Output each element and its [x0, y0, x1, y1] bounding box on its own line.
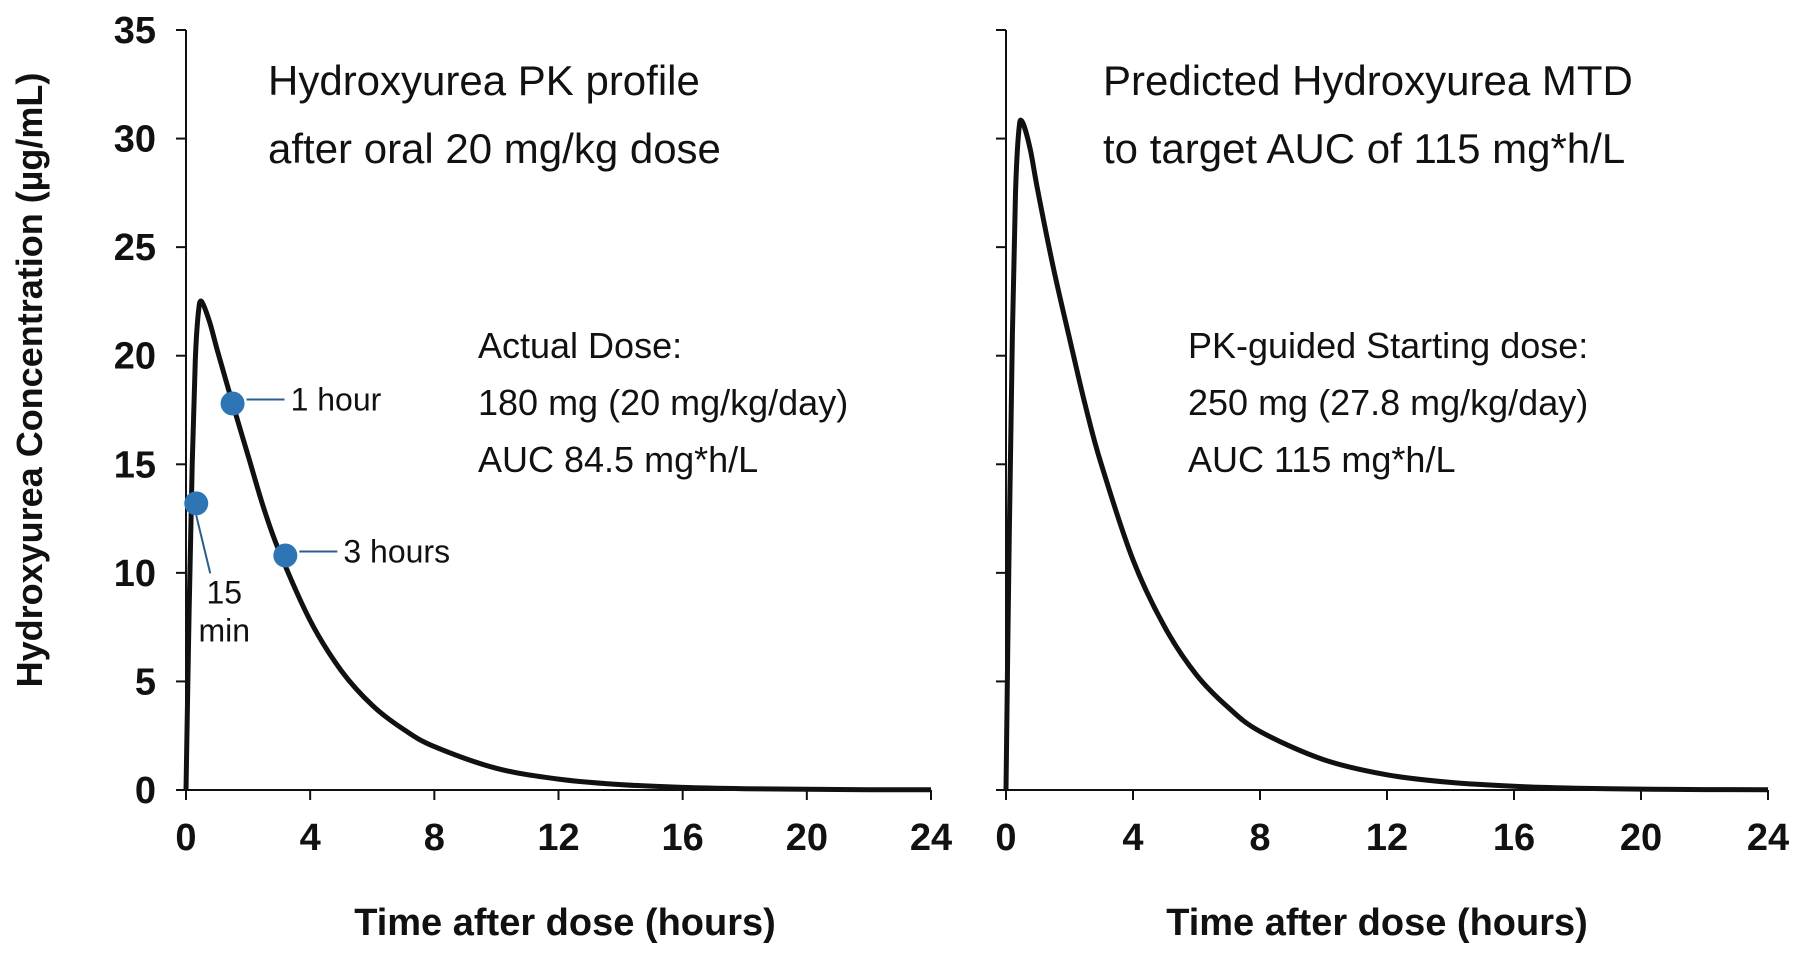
- panel-title-line: Hydroxyurea PK profile: [268, 57, 700, 104]
- point-leader: [195, 515, 212, 574]
- dose-annotation-line: PK-guided Starting dose:: [1188, 325, 1588, 366]
- dose-annotation-line: Actual Dose:: [478, 325, 682, 366]
- x-tick-label: 0: [995, 817, 1016, 859]
- sample-point-label: min: [198, 612, 250, 648]
- x-tick-label: 16: [1493, 817, 1535, 859]
- y-tick-label: 20: [114, 336, 156, 378]
- sample-point-label: 15: [206, 574, 242, 610]
- x-axis-label-2: Time after dose (hours): [1166, 902, 1588, 944]
- x-axis-label-1: Time after dose (hours): [354, 902, 776, 944]
- x-tick-label: 20: [1620, 817, 1662, 859]
- x-tick-label: 12: [1366, 817, 1408, 859]
- sample-point: [273, 543, 298, 568]
- y-tick-label: 25: [114, 227, 156, 269]
- sample-point: [220, 391, 245, 416]
- x-tick-label: 20: [786, 817, 828, 859]
- y-tick-label: 10: [114, 553, 156, 595]
- y-axis-label: Hydroxyurea Concentration (µg/mL): [9, 73, 50, 688]
- x-tick-label: 8: [1249, 817, 1270, 859]
- dose-annotation-line: 250 mg (27.8 mg/kg/day): [1188, 382, 1588, 423]
- dose-annotation-line: AUC 84.5 mg*h/L: [478, 439, 758, 480]
- x-tick-label: 4: [300, 817, 321, 859]
- sample-point-label: 1 hour: [291, 381, 382, 417]
- panel-title-line: after oral 20 mg/kg dose: [268, 125, 721, 172]
- x-tick-label: 24: [1747, 817, 1789, 859]
- y-tick-label: 35: [114, 10, 156, 52]
- dose-annotation-line: 180 mg (20 mg/kg/day): [478, 382, 848, 423]
- y-tick-label: 15: [114, 444, 156, 486]
- y-tick-label: 30: [114, 119, 156, 161]
- sample-point: [184, 491, 209, 516]
- x-tick-label: 4: [1122, 817, 1143, 859]
- panel-title-line: to target AUC of 115 mg*h/L: [1103, 125, 1625, 172]
- sample-point-label: 3 hours: [343, 533, 450, 569]
- pk-curve-2: [1003, 117, 1769, 793]
- x-tick-label: 0: [175, 817, 196, 859]
- y-tick-label: 5: [135, 661, 156, 703]
- panel-title-line: Predicted Hydroxyurea MTD: [1103, 57, 1633, 104]
- x-tick-label: 16: [662, 817, 704, 859]
- x-tick-label: 8: [424, 817, 445, 859]
- x-tick-label: 24: [910, 817, 952, 859]
- dose-annotation-line: AUC 115 mg*h/L: [1188, 439, 1455, 480]
- pk-curve-1: [183, 298, 932, 793]
- y-tick-label: 0: [135, 770, 156, 812]
- x-tick-label: 12: [537, 817, 579, 859]
